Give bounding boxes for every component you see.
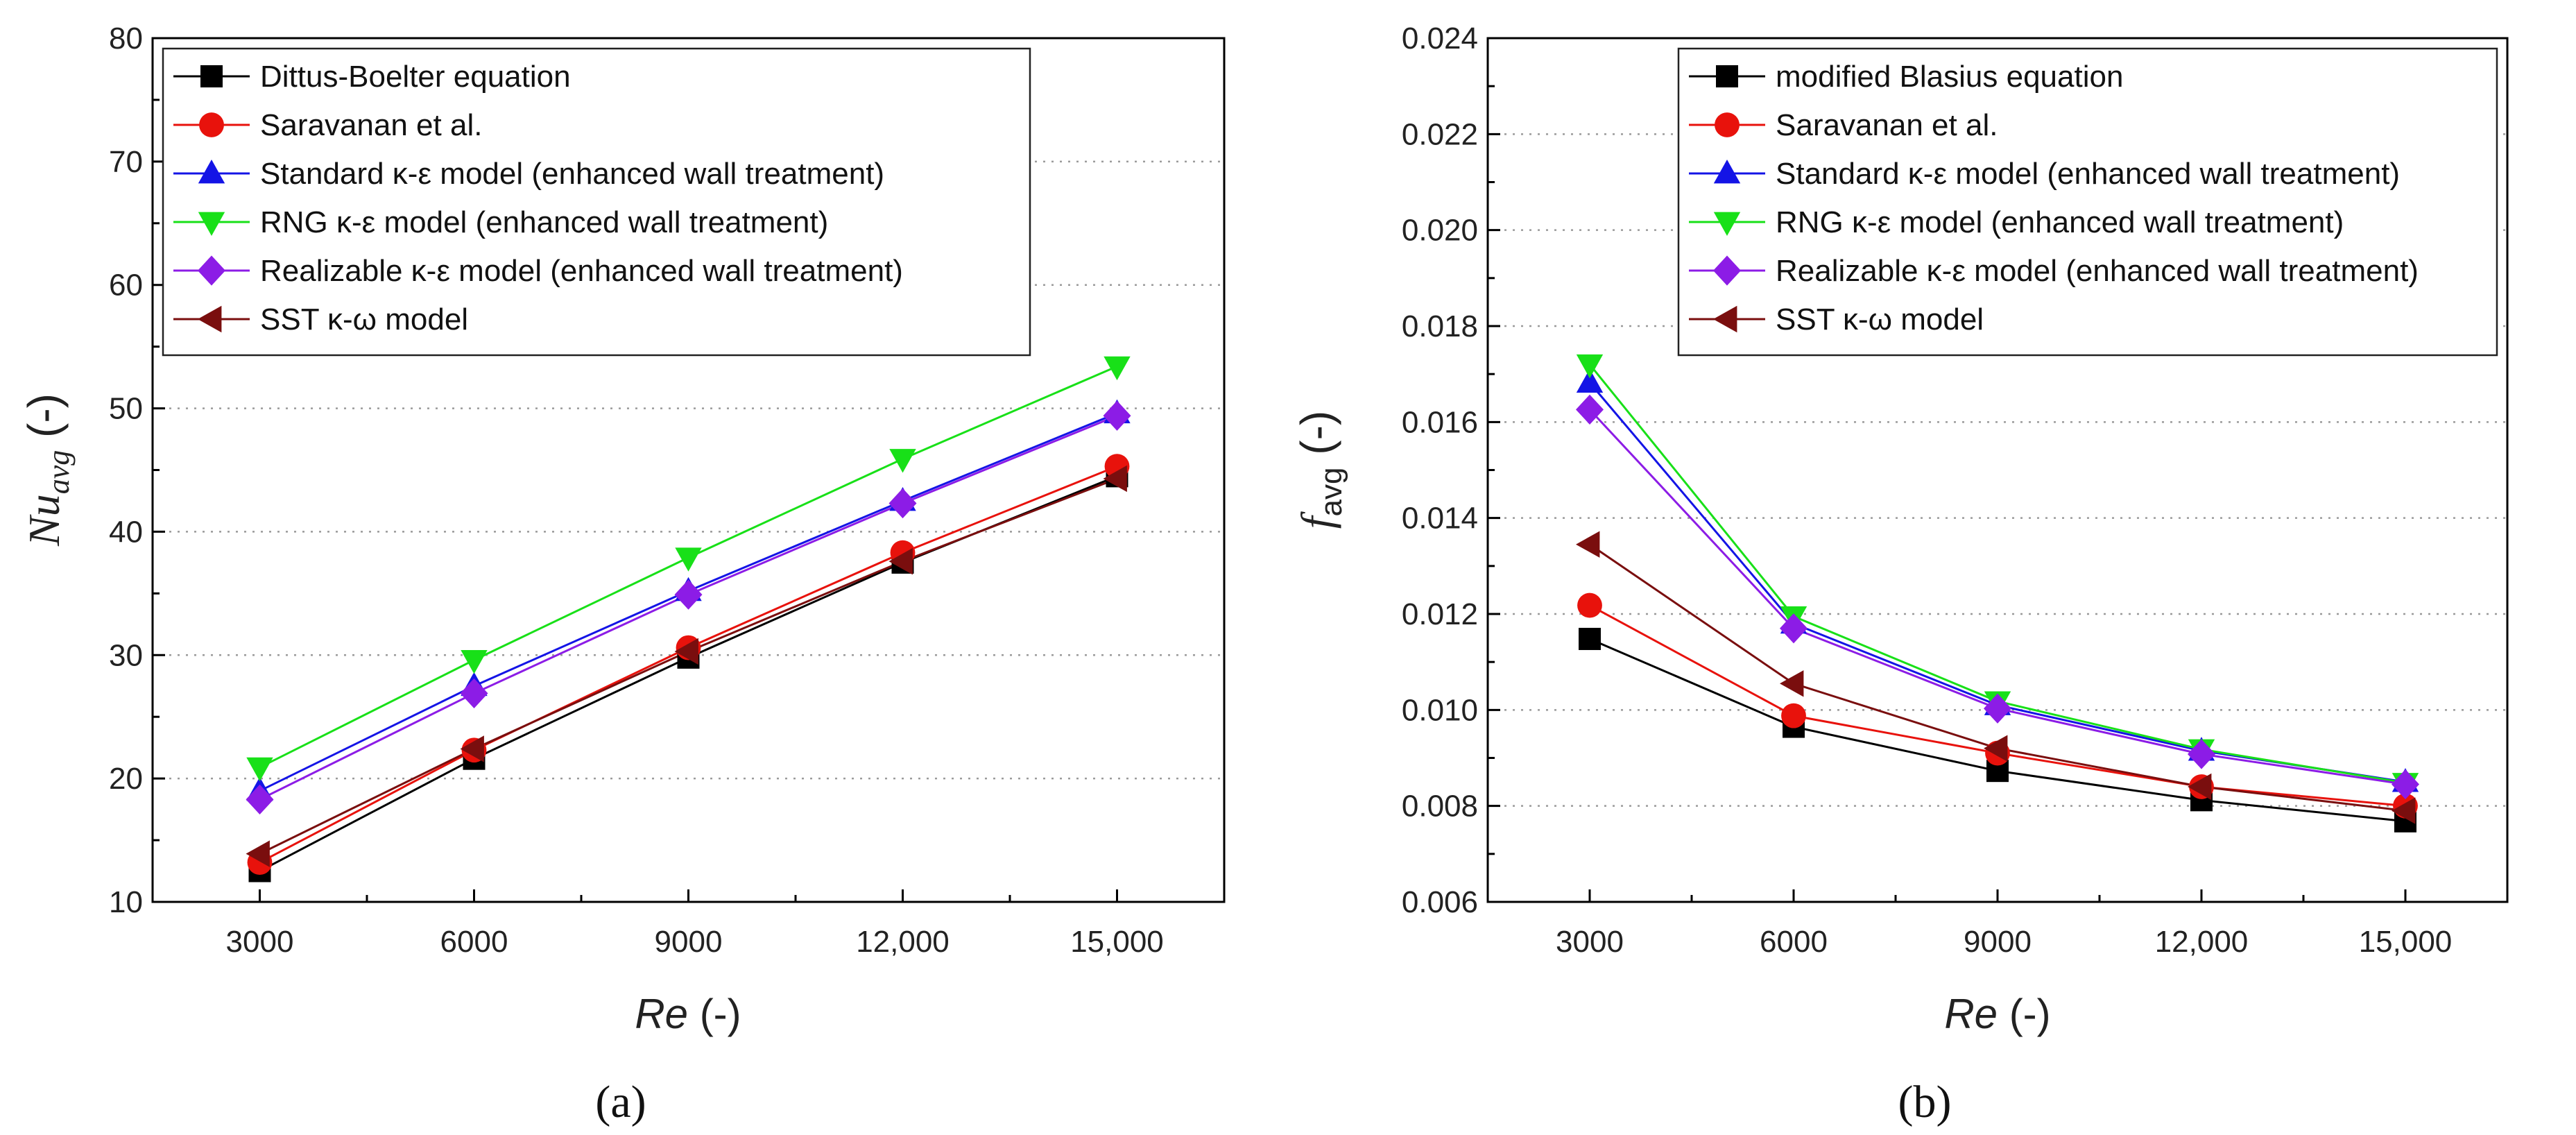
panel-label-a: (a) [595, 1077, 646, 1127]
data-point-a-4-0 [246, 784, 274, 814]
legend-marker-b-3 [1713, 212, 1741, 236]
data-point-b-0-0 [1579, 627, 1601, 650]
x-tick-label-a: 9000 [655, 925, 723, 959]
legend-marker-a-1 [199, 112, 224, 137]
legend-label-b-5: SST κ-ω model [1776, 302, 1984, 336]
data-point-a-4-3 [888, 488, 917, 519]
data-point-b-5-1 [1780, 670, 1804, 697]
legend-label-b-0: modified Blasius equation [1776, 60, 2123, 94]
legend-label-b-2: Standard κ-ε model (enhanced wall treatm… [1776, 157, 2400, 191]
legend-box-b [1677, 47, 2498, 357]
data-point-b-4-1 [1780, 613, 1808, 644]
x-tick-label-b: 15,000 [2359, 925, 2453, 959]
y-tick-label-b: 0.010 [1402, 693, 1478, 727]
data-point-a-5-2 [674, 638, 698, 665]
data-point-a-3-4 [1104, 356, 1131, 381]
legend-label-a-3: RNG κ-ε model (enhanced wall treatment) [260, 205, 828, 239]
legend-box-a [162, 47, 1031, 357]
data-point-b-3-0 [1576, 354, 1604, 379]
data-point-b-1-1 [1781, 703, 1806, 728]
x-axis-label-a: Re (-) [635, 991, 741, 1037]
legend-label-a-0: Dittus-Boelter equation [260, 60, 571, 94]
data-point-b-5-2 [1984, 735, 2008, 762]
y-tick-label-a: 80 [109, 22, 143, 56]
legend-label-a-1: Saravanan et al. [260, 108, 482, 142]
data-point-a-5-4 [1103, 465, 1127, 493]
y-tick-label-a: 60 [109, 268, 143, 302]
legend-marker-a-3 [198, 212, 225, 236]
data-point-b-4-4 [2392, 769, 2419, 800]
legend-marker-b-2 [1713, 160, 1741, 184]
data-point-a-5-1 [460, 735, 484, 762]
y-tick-label-a: 70 [109, 145, 143, 179]
data-point-a-3-1 [461, 650, 488, 674]
legend-label-a-2: Standard κ-ε model (enhanced wall treatm… [260, 157, 884, 191]
y-tick-label-b: 0.020 [1402, 214, 1478, 248]
data-point-b-5-3 [2188, 773, 2212, 801]
y-tick-label-b: 0.024 [1402, 22, 1478, 56]
x-tick-label-a: 3000 [226, 925, 294, 959]
x-tick-label-a: 15,000 [1070, 925, 1164, 959]
series-line-a-0 [259, 475, 1118, 872]
data-point-b-4-0 [1576, 394, 1604, 425]
data-point-a-4-4 [1103, 400, 1131, 431]
y-tick-label-b: 0.022 [1402, 117, 1478, 151]
data-point-b-4-2 [1984, 693, 2011, 724]
legend-label-b-4: Realizable κ-ε model (enhanced wall trea… [1776, 254, 2419, 288]
data-point-a-4-2 [674, 579, 703, 610]
x-tick-label-b: 12,000 [2155, 925, 2249, 959]
series-line-b-4 [1588, 409, 2406, 786]
y-tick-label-b: 0.012 [1402, 597, 1478, 631]
panel-label-b: (b) [1898, 1077, 1952, 1127]
legend-marker-a-4 [198, 255, 225, 286]
panel-b: 0.006 0.008 0.010 0.012 0.014 0.016 0.018 0.020… [1291, 22, 2509, 1127]
y-axis-label-b: favg (-) [1291, 411, 1348, 529]
y-tick-label-b: 0.006 [1402, 885, 1478, 919]
y-tick-label-a: 30 [109, 638, 143, 672]
data-point-b-5-0 [1576, 531, 1600, 558]
y-axis-label-a: Nuavg (-) [19, 393, 76, 547]
data-point-a-5-0 [246, 840, 270, 867]
legend-label-a-4: Realizable κ-ε model (enhanced wall trea… [260, 254, 903, 288]
y-tick-label-b: 0.008 [1402, 790, 1478, 823]
legend-marker-b-5 [1713, 305, 1737, 333]
legend-label-b-3: RNG κ-ε model (enhanced wall treatment) [1776, 205, 2344, 239]
data-point-a-5-3 [888, 547, 913, 575]
data-point-a-3-0 [246, 757, 273, 782]
legend-marker-a-5 [198, 305, 222, 333]
y-tick-label-b: 0.018 [1402, 309, 1478, 343]
y-tick-label-a: 50 [109, 392, 143, 426]
y-tick-label-a: 40 [109, 515, 143, 549]
y-tick-label-b: 0.014 [1402, 502, 1478, 536]
legend-marker-b-4 [1713, 255, 1741, 286]
x-axis-label-b: Re (-) [1944, 991, 2050, 1037]
y-tick-label-b: 0.016 [1402, 405, 1478, 439]
x-tick-label-b: 9000 [1964, 925, 2032, 959]
x-tick-label-b: 3000 [1556, 925, 1624, 959]
x-tick-label-b: 6000 [1760, 925, 1828, 959]
legend-marker-b-1 [1715, 112, 1740, 137]
legend-label-a-5: SST κ-ω model [260, 302, 468, 336]
legend-marker-b-0 [1716, 65, 1738, 87]
y-tick-label-a: 20 [109, 762, 143, 796]
data-point-a-3-2 [675, 547, 702, 572]
legend-label-b-1: Saravanan et al. [1776, 108, 1998, 142]
data-point-b-2-0 [1576, 368, 1604, 393]
data-point-a-3-3 [889, 449, 916, 473]
x-tick-label-a: 6000 [440, 925, 508, 959]
y-tick-label-a: 10 [109, 885, 143, 919]
panel-a: 10 20 30 40 50 60 70 80 3000 6000 9000 12,000 15,000… [19, 22, 1226, 1127]
data-point-b-1-0 [1577, 592, 1602, 618]
data-point-b-4-3 [2188, 739, 2215, 769]
data-point-b-5-4 [2392, 797, 2416, 824]
legend-marker-a-0 [200, 65, 223, 87]
legend-marker-a-2 [198, 160, 225, 184]
data-point-a-4-1 [460, 678, 488, 709]
x-tick-label-a: 12,000 [856, 925, 950, 959]
